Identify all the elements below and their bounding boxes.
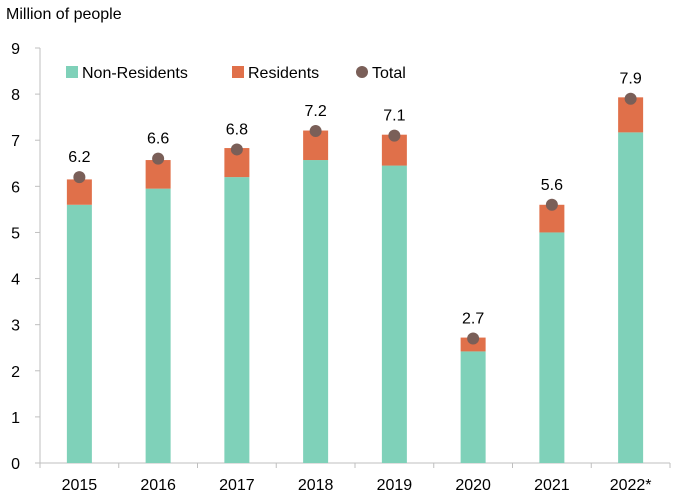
bar-non-residents <box>145 188 171 463</box>
legend-label-total: Total <box>372 65 406 82</box>
y-tick-label: 4 <box>11 272 20 289</box>
y-tick-label: 8 <box>11 87 20 104</box>
legend-swatch-non-residents <box>66 66 78 78</box>
x-tick-label: 2020 <box>455 477 491 494</box>
total-marker <box>624 92 637 105</box>
y-tick-label: 9 <box>11 41 20 58</box>
total-marker <box>545 198 558 211</box>
bar-non-residents <box>539 232 565 463</box>
y-axis-title: Million of people <box>6 6 122 23</box>
legend-swatch-residents <box>232 66 244 78</box>
total-data-label: 7.1 <box>383 108 405 125</box>
total-data-label: 7.2 <box>305 103 327 120</box>
bar-non-residents <box>381 165 407 464</box>
total-marker <box>73 171 86 184</box>
y-tick-label: 5 <box>11 225 20 242</box>
legend-marker-total <box>356 66 368 78</box>
x-tick-label: 2017 <box>219 477 255 494</box>
x-tick-label: 2019 <box>377 477 413 494</box>
y-tick-label: 0 <box>11 456 20 473</box>
total-marker <box>152 152 165 165</box>
total-marker <box>388 129 401 142</box>
bar-non-residents <box>66 204 92 463</box>
y-tick-label: 2 <box>11 364 20 381</box>
bar-residents <box>145 160 171 189</box>
legend-label-non-residents: Non-Residents <box>82 65 188 82</box>
y-tick-label: 7 <box>11 133 20 150</box>
total-marker <box>467 332 480 345</box>
y-tick-label: 1 <box>11 410 20 427</box>
total-data-label: 5.6 <box>541 177 563 194</box>
bar-residents <box>66 179 92 205</box>
x-tick-label: 2016 <box>140 477 176 494</box>
x-tick-label: 2022* <box>610 477 652 494</box>
total-data-label: 6.2 <box>68 149 90 166</box>
bar-non-residents <box>618 132 644 463</box>
total-data-label: 7.9 <box>620 71 642 88</box>
x-tick-label: 2021 <box>534 477 570 494</box>
total-data-label: 6.8 <box>226 121 248 138</box>
x-tick-label: 2015 <box>62 477 98 494</box>
total-data-label: 6.6 <box>147 131 169 148</box>
bar-non-residents <box>224 177 250 463</box>
y-tick-label: 3 <box>11 318 20 335</box>
x-tick-label: 2018 <box>298 477 334 494</box>
bar-non-residents <box>460 351 486 463</box>
total-marker <box>309 125 322 137</box>
bar-non-residents <box>303 160 329 464</box>
total-marker <box>230 143 243 156</box>
y-tick-label: 6 <box>11 179 20 196</box>
legend-label-residents: Residents <box>248 65 319 82</box>
total-data-label: 2.7 <box>462 311 484 328</box>
